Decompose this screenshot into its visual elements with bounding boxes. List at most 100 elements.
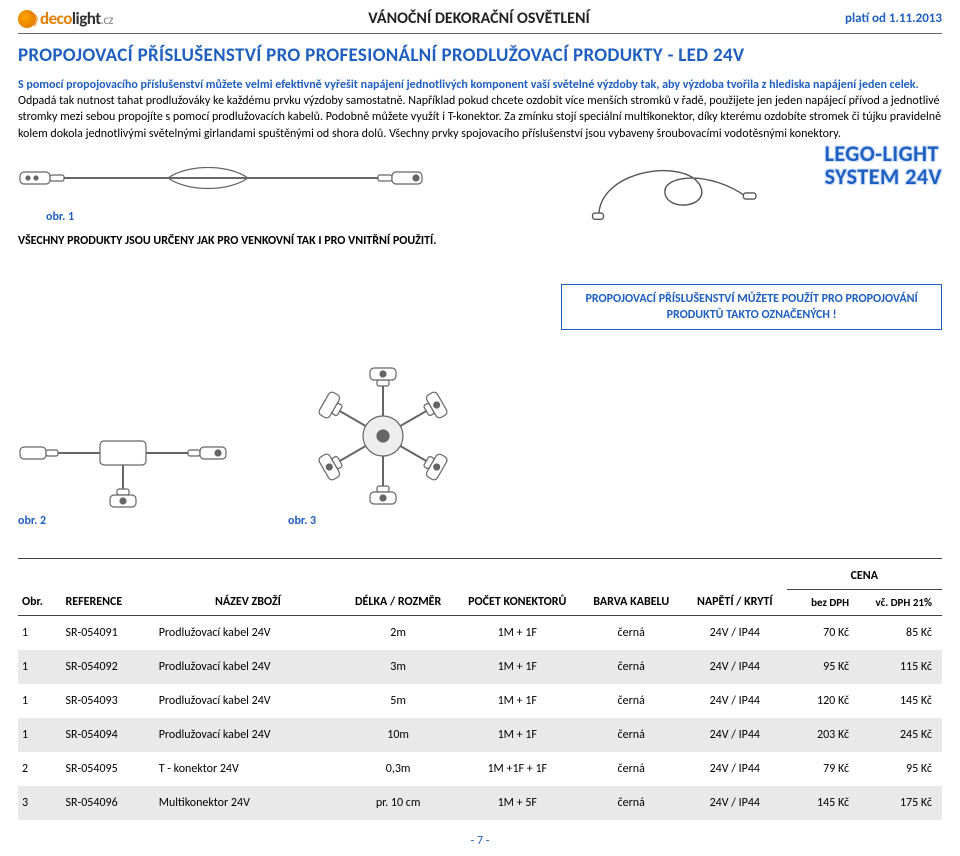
table-row: 3SR-054096Multikonektor 24Vpr. 10 cm1M +… (18, 786, 942, 820)
figure-3: obr. 3 (288, 358, 478, 536)
col-conn: POČET KONEKTORŮ (455, 563, 579, 616)
cell-name: Multikonektor 24V (155, 786, 341, 820)
cell-color: černá (579, 752, 683, 786)
col-color: BARVA KABELU (579, 563, 683, 616)
cell-size: 10m (341, 718, 455, 752)
col-obr: Obr. (18, 563, 62, 616)
valid-from: platí od 1.11.2013 (845, 11, 942, 26)
cell-conn: 1M + 5F (455, 786, 579, 820)
brand-cz: .cz (101, 13, 113, 28)
cell-volt: 24V / IP44 (683, 684, 787, 718)
product-table: Obr. REFERENCE NÁZEV ZBOŽÍ DÉLKA / ROZMĚ… (18, 563, 942, 820)
cell-size: 2m (341, 616, 455, 651)
cell-price-net: 70 Kč (787, 616, 860, 651)
table-row: 1SR-054094Prodlužovací kabel 24V10m1M + … (18, 718, 942, 752)
cell-name: Prodlužovací kabel 24V (155, 650, 341, 684)
cell-ref: SR-054092 (62, 650, 155, 684)
cell-price-net: 203 Kč (787, 718, 860, 752)
cell-name: Prodlužovací kabel 24V (155, 718, 341, 752)
brand-logo-text: decolight.cz (40, 8, 113, 29)
cell-price-gross: 85 Kč (859, 616, 942, 651)
cell-size: 5m (341, 684, 455, 718)
figure-2-caption: obr. 2 (18, 514, 228, 528)
blue-info-box: PROPOJOVACÍ PŘÍSLUŠENSTVÍ MŮŽETE POUŽÍT … (561, 284, 942, 330)
cell-obr: 1 (18, 616, 62, 651)
cell-conn: 1M + 1F (455, 616, 579, 651)
cell-size: 3m (341, 650, 455, 684)
col-size: DÉLKA / ROZMĚR (341, 563, 455, 616)
col-volt: NAPĚTÍ / KRYTÍ (683, 563, 787, 616)
cell-ref: SR-054094 (62, 718, 155, 752)
description-lead: S pomocí propojovacího příslušenství můž… (18, 78, 919, 92)
multiconnector-figure (288, 358, 478, 508)
cell-size: pr. 10 cm (341, 786, 455, 820)
extension-cable-figure (18, 158, 438, 198)
cell-color: černá (579, 718, 683, 752)
product-table-body: 1SR-054091Prodlužovací kabel 24V2m1M + 1… (18, 616, 942, 821)
figure-3-caption: obr. 3 (288, 514, 478, 528)
cell-price-gross: 115 Kč (859, 650, 942, 684)
cell-obr: 2 (18, 752, 62, 786)
cell-color: černá (579, 650, 683, 684)
cell-volt: 24V / IP44 (683, 616, 787, 651)
figure-1-caption: obr. 1 (46, 210, 551, 224)
cell-price-net: 145 Kč (787, 786, 860, 820)
cell-ref: SR-054095 (62, 752, 155, 786)
table-divider (18, 558, 942, 559)
cell-name: T - konektor 24V (155, 752, 341, 786)
page-header: decolight.cz VÁNOČNÍ DEKORAČNÍ OSVĚTLENÍ… (18, 8, 942, 34)
cell-volt: 24V / IP44 (683, 718, 787, 752)
cell-volt: 24V / IP44 (683, 786, 787, 820)
cell-price-gross: 245 Kč (859, 718, 942, 752)
col-price-net: bez DPH (787, 590, 860, 616)
description-paragraph: S pomocí propojovacího příslušenství můž… (18, 77, 942, 142)
lego-light-badge: LEGO-LIGHT SYSTEM 24V (825, 142, 942, 188)
table-row: 1SR-054092Prodlužovací kabel 24V3m1M + 1… (18, 650, 942, 684)
cell-conn: 1M + 1F (455, 684, 579, 718)
usage-note: VŠECHNY PRODUKTY JSOU URČENY JAK PRO VEN… (18, 234, 551, 248)
cell-price-gross: 145 Kč (859, 684, 942, 718)
cell-volt: 24V / IP44 (683, 752, 787, 786)
cable-loop-figure (591, 154, 762, 224)
cell-price-gross: 175 Kč (859, 786, 942, 820)
cell-size: 0,3m (341, 752, 455, 786)
brand-light: light (72, 8, 101, 29)
page-title: PROPOJOVACÍ PŘÍSLUŠENSTVÍ PRO PROFESIONÁ… (18, 44, 942, 67)
cell-name: Prodlužovací kabel 24V (155, 616, 341, 651)
cell-ref: SR-054093 (62, 684, 155, 718)
brand-logo-icon (18, 10, 36, 28)
col-price-gross: vč. DPH 21% (859, 590, 942, 616)
cell-price-net: 95 Kč (787, 650, 860, 684)
cell-price-net: 79 Kč (787, 752, 860, 786)
cell-conn: 1M + 1F (455, 650, 579, 684)
cell-obr: 1 (18, 650, 62, 684)
brand-deco: deco (40, 8, 72, 29)
cell-name: Prodlužovací kabel 24V (155, 684, 341, 718)
cell-obr: 1 (18, 718, 62, 752)
lego-line-1: LEGO-LIGHT (825, 142, 942, 165)
page-header-title: VÁNOČNÍ DEKORAČNÍ OSVĚTLENÍ (113, 9, 845, 28)
cell-color: černá (579, 684, 683, 718)
col-price: CENA (787, 563, 942, 590)
cell-price-gross: 95 Kč (859, 752, 942, 786)
cell-conn: 1M +1F + 1F (455, 752, 579, 786)
cell-obr: 1 (18, 684, 62, 718)
cell-conn: 1M + 1F (455, 718, 579, 752)
cell-ref: SR-054096 (62, 786, 155, 820)
cell-price-net: 120 Kč (787, 684, 860, 718)
cell-color: černá (579, 786, 683, 820)
table-row: 2SR-054095T - konektor 24V0,3m1M +1F + 1… (18, 752, 942, 786)
cell-volt: 24V / IP44 (683, 650, 787, 684)
table-row: 1SR-054091Prodlužovací kabel 24V2m1M + 1… (18, 616, 942, 651)
cell-ref: SR-054091 (62, 616, 155, 651)
col-ref: REFERENCE (62, 563, 155, 616)
brand-logo: decolight.cz (18, 8, 113, 29)
cell-color: černá (579, 616, 683, 651)
cell-obr: 3 (18, 786, 62, 820)
lego-line-2: SYSTEM 24V (825, 165, 942, 188)
page-number: - 7 - (18, 834, 942, 848)
description-rest: Odpadá tak nutnost tahat prodlužováky ke… (18, 94, 941, 140)
t-connector-figure (18, 413, 228, 508)
figure-2: obr. 2 (18, 413, 228, 536)
table-row: 1SR-054093Prodlužovací kabel 24V5m1M + 1… (18, 684, 942, 718)
